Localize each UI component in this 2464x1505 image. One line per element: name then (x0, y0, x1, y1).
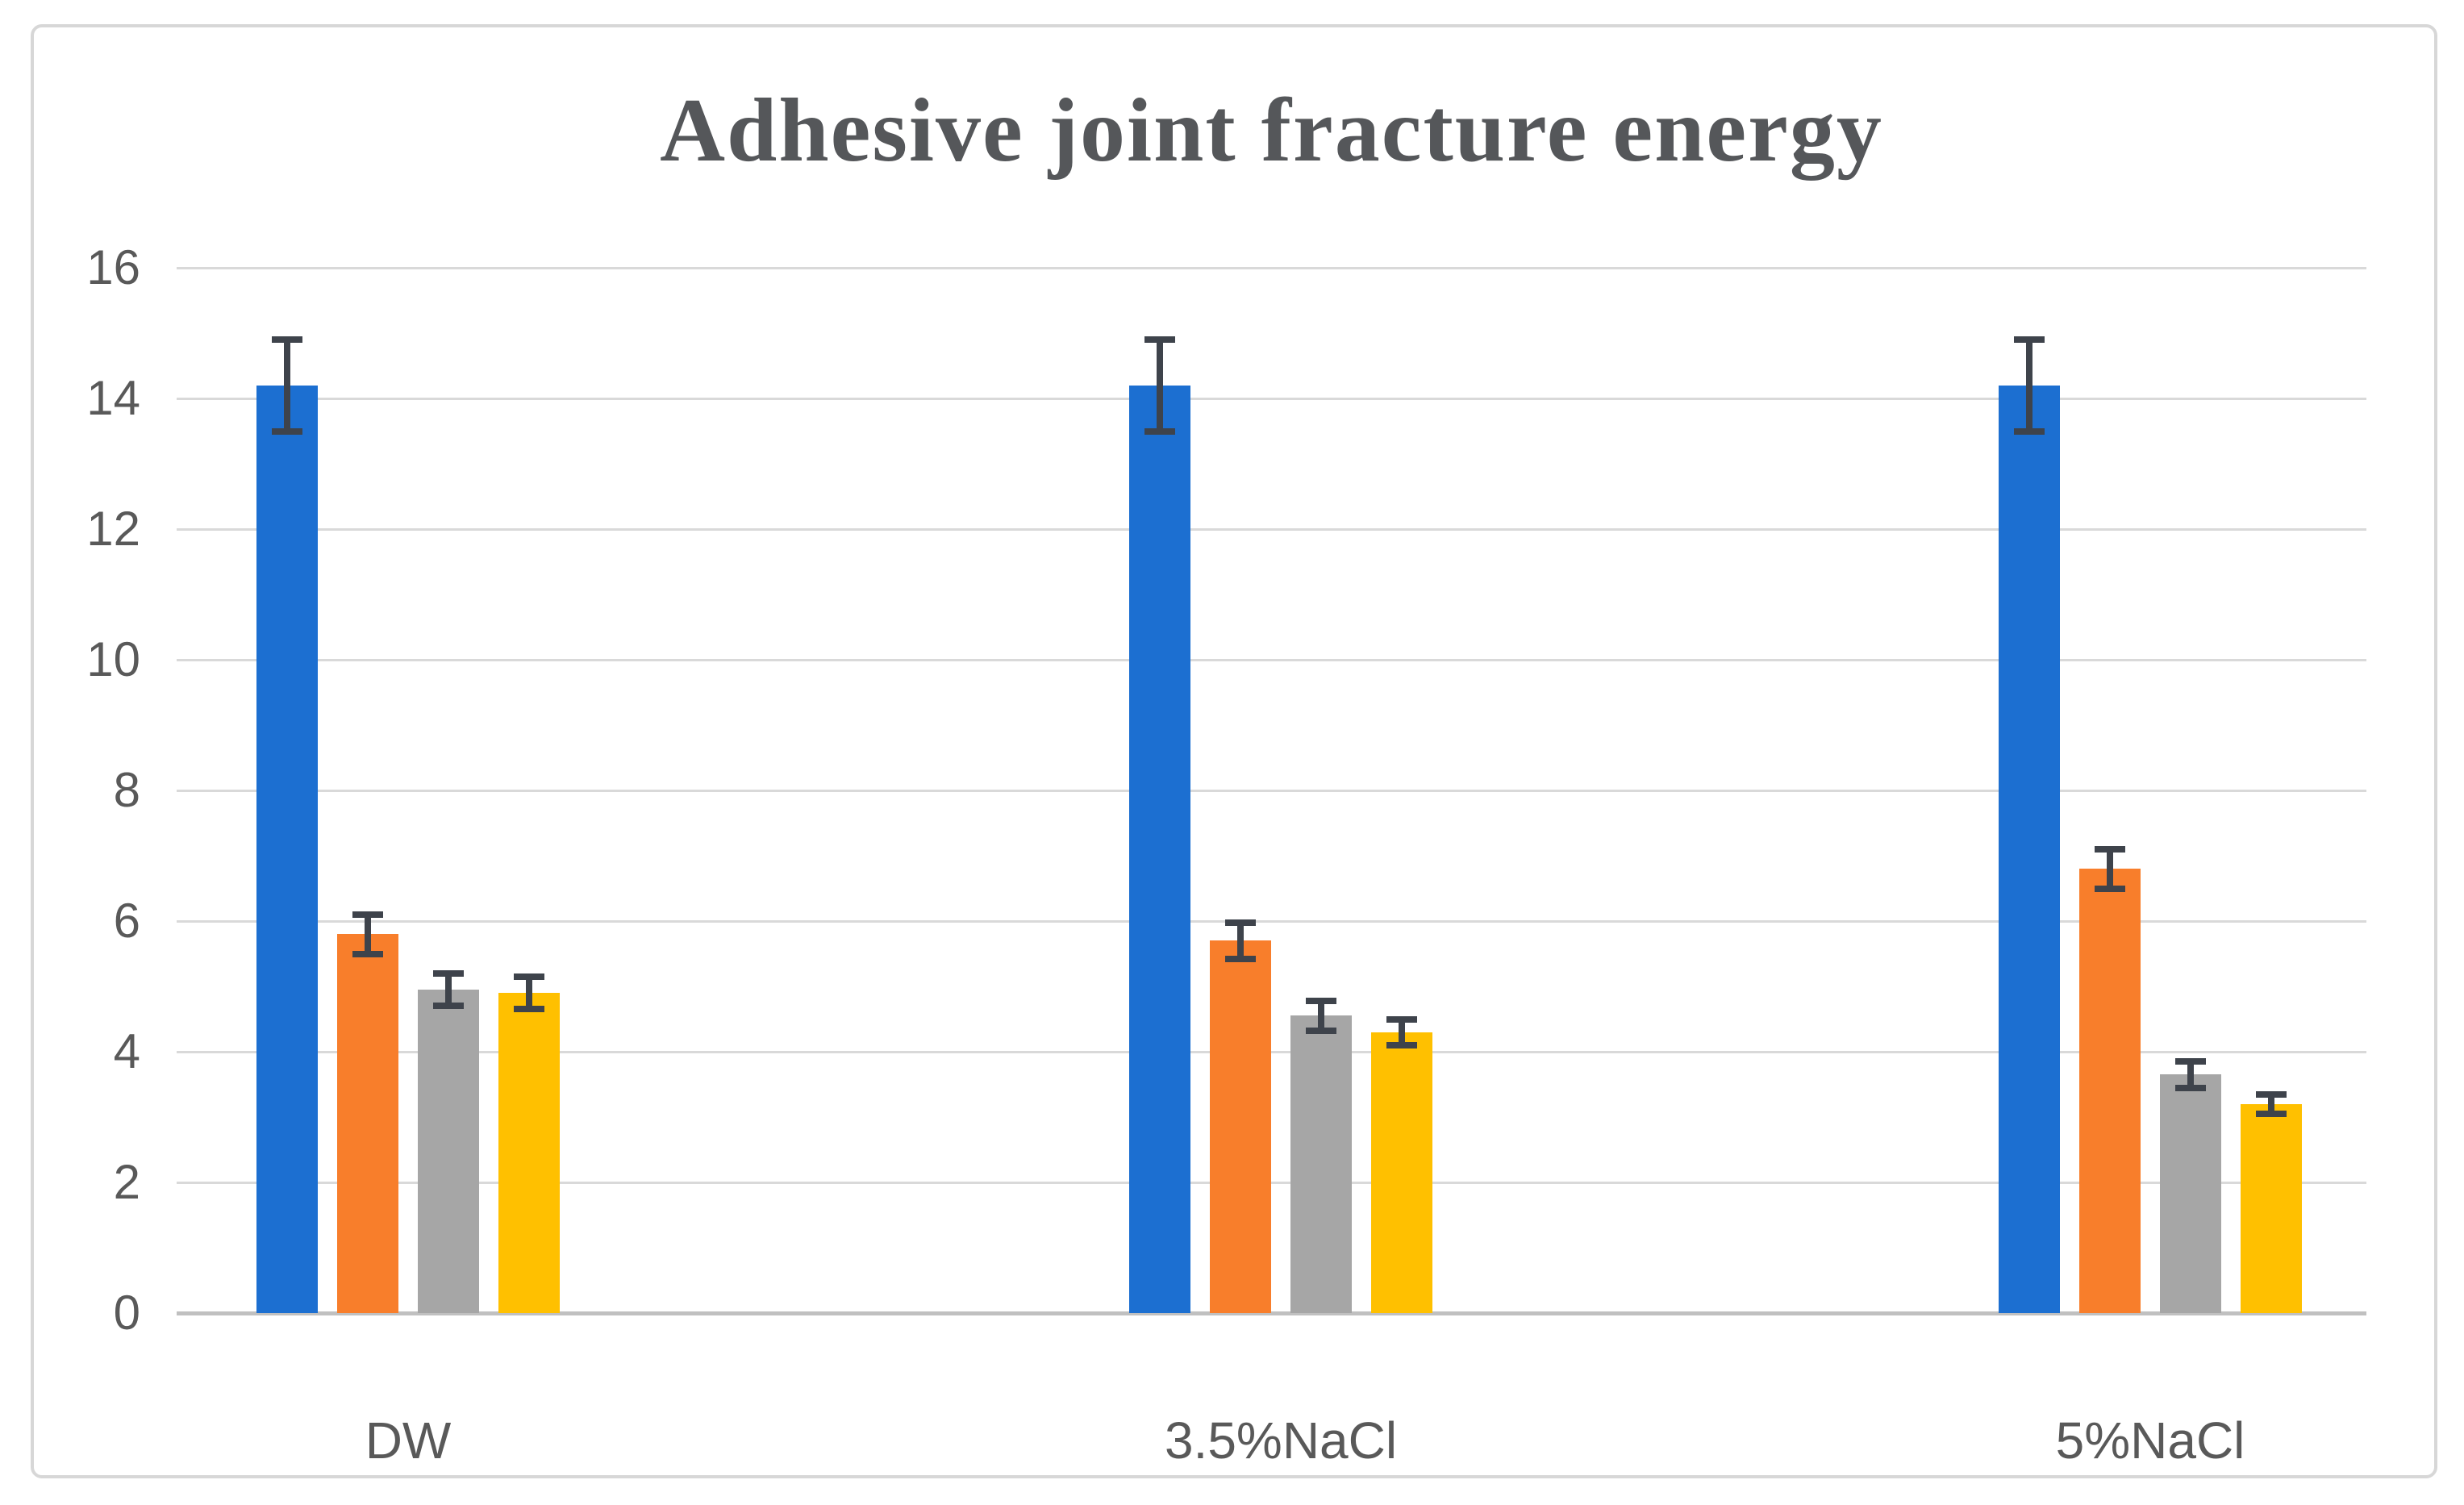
error-bar-cap (2095, 885, 2125, 892)
y-tick-label: 12 (86, 502, 140, 556)
gridline (177, 1182, 2366, 1184)
error-bar-cap (1144, 427, 1175, 435)
y-tick-label: 8 (113, 763, 140, 817)
error-bar-stem (526, 976, 532, 1010)
bar-series-4-yellow-3.5%NaCl (1371, 1032, 1432, 1313)
error-bar-stem (445, 973, 452, 1007)
error-bar-stem (1237, 922, 1244, 959)
error-bar-cap (352, 911, 383, 918)
error-bar-cap (2014, 336, 2045, 344)
plot-area: 0 2 4 6 8 10 12 14 16 DW 3.5%NaCl 5%NaCl (34, 27, 2441, 1482)
error-bar-cap (1306, 997, 1336, 1004)
bar-series-1-blue-3.5%NaCl (1129, 385, 1190, 1313)
error-bar-cap (1386, 1015, 1417, 1023)
error-bar-cap (433, 969, 464, 977)
x-axis-line (177, 1311, 2366, 1315)
bar-series-1-blue-5%NaCl (1999, 385, 2060, 1313)
error-bar-cap (2256, 1110, 2287, 1117)
error-bar-cap (1386, 1041, 1417, 1048)
error-bar-cap (272, 427, 302, 435)
bar-series-2-orange-3.5%NaCl (1210, 940, 1271, 1313)
error-bar-cap (352, 950, 383, 957)
y-tick-label: 6 (113, 894, 140, 948)
y-tick-label: 2 (113, 1155, 140, 1209)
error-bar-stem (1399, 1019, 1405, 1045)
y-tick-label: 14 (86, 371, 140, 425)
bar-series-4-yellow-5%NaCl (2241, 1103, 2302, 1313)
error-bar-stem (365, 914, 371, 954)
bar-series-4-yellow-DW (498, 993, 560, 1313)
bar-series-3-gray-3.5%NaCl (1290, 1015, 1352, 1313)
bar-series-3-gray-DW (418, 990, 479, 1313)
gridline (177, 1051, 2366, 1053)
gridline (177, 659, 2366, 661)
y-tick-label: 10 (86, 632, 140, 686)
bar-series-2-orange-DW (337, 934, 398, 1313)
bar-series-2-orange-5%NaCl (2079, 869, 2141, 1313)
gridline (177, 267, 2366, 269)
error-bar-cap (514, 1006, 544, 1013)
error-bar-cap (1225, 919, 1256, 926)
gridline (177, 528, 2366, 531)
error-bar-cap (514, 973, 544, 980)
error-bar-cap (433, 1003, 464, 1010)
chart-title: Adhesive joint fracture energy (660, 81, 1883, 181)
gridline (177, 920, 2366, 923)
y-tick-label: 4 (113, 1024, 140, 1078)
x-category-label-DW: DW (365, 1411, 452, 1470)
y-tick-label: 16 (86, 240, 140, 294)
bar-series-3-gray-5%NaCl (2160, 1074, 2221, 1313)
error-bar-cap (2014, 427, 2045, 435)
error-bar-cap (1306, 1028, 1336, 1035)
error-bar-cap (2175, 1058, 2206, 1065)
error-bar-stem (2187, 1061, 2194, 1088)
x-category-label-3.5%NaCl: 3.5%NaCl (1164, 1411, 1398, 1470)
x-category-label-5%NaCl: 5%NaCl (2055, 1411, 2245, 1470)
error-bar-cap (2175, 1084, 2206, 1091)
error-bar-cap (1144, 336, 1175, 344)
error-bar-stem (2107, 848, 2113, 889)
error-bar-stem (2026, 340, 2032, 431)
chart-frame: Adhesive joint fracture energy 0 2 4 6 8 10 12… (31, 24, 2437, 1478)
error-bar-cap (272, 336, 302, 344)
error-bar-stem (2268, 1094, 2274, 1114)
y-tick-label: 0 (113, 1286, 140, 1340)
error-bar-stem (1318, 1000, 1324, 1032)
error-bar-cap (2095, 845, 2125, 853)
gridline (177, 790, 2366, 792)
error-bar-cap (2256, 1090, 2287, 1098)
gridline (177, 398, 2366, 400)
error-bar-stem (1157, 340, 1163, 431)
bar-series-1-blue-DW (256, 385, 318, 1313)
error-bar-cap (1225, 955, 1256, 962)
error-bar-stem (284, 340, 290, 431)
